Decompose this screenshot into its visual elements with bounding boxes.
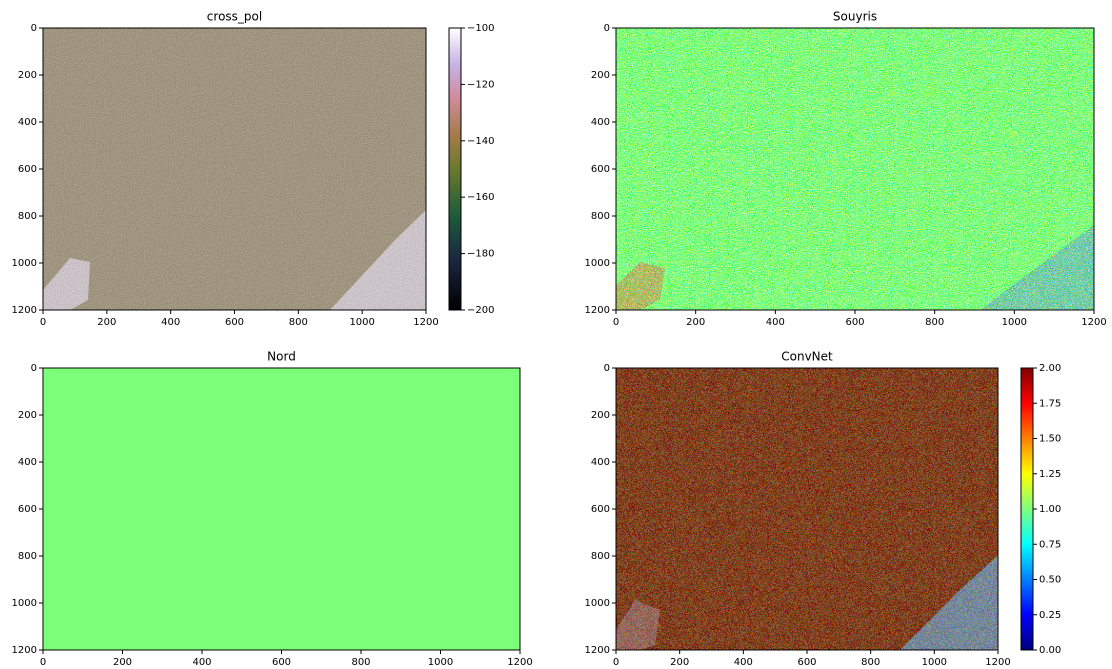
- image-texture: [43, 368, 520, 650]
- y-tick-label: 800: [18, 551, 37, 562]
- colorbar-tick-label: −120: [467, 79, 494, 90]
- y-tick-label: 200: [18, 70, 37, 81]
- y-tick-label: 1000: [585, 258, 610, 269]
- x-tick-label: 400: [161, 317, 180, 328]
- image-texture: [43, 28, 426, 310]
- subplot-title: cross_pol: [207, 10, 262, 24]
- y-tick-label: 600: [18, 504, 37, 515]
- x-tick-label: 800: [351, 657, 370, 668]
- colorbar-tick-label: −160: [467, 192, 494, 203]
- y-tick-label: 1000: [585, 598, 610, 609]
- colorbar-tick-label: 1.75: [1039, 398, 1061, 409]
- x-tick-label: 400: [192, 657, 211, 668]
- subplot-title: Souyris: [833, 10, 877, 24]
- y-tick-label: 600: [591, 164, 610, 175]
- subplot-title: ConvNet: [781, 350, 833, 364]
- y-tick-label: 0: [31, 363, 37, 374]
- colorbar-tick-label: 2.00: [1039, 363, 1061, 374]
- y-tick-label: 0: [31, 23, 37, 34]
- colorbar-tick-label: 0.75: [1039, 539, 1061, 550]
- x-tick-label: 400: [766, 317, 785, 328]
- colorbar-tick-label: 1.50: [1039, 434, 1061, 445]
- y-tick-label: 1200: [12, 645, 37, 656]
- x-tick-label: 1000: [1002, 317, 1027, 328]
- x-tick-label: 600: [225, 317, 244, 328]
- x-tick-label: 800: [289, 317, 308, 328]
- x-tick-label: 200: [670, 657, 689, 668]
- y-tick-label: 1000: [12, 598, 37, 609]
- x-tick-label: 800: [925, 317, 944, 328]
- page: cross_pol0200400600800100012000200400600…: [0, 0, 1112, 669]
- x-tick-label: 200: [686, 317, 705, 328]
- y-tick-label: 400: [18, 117, 37, 128]
- y-tick-label: 800: [18, 211, 37, 222]
- image-texture: [616, 368, 998, 650]
- y-tick-label: 600: [591, 504, 610, 515]
- y-tick-label: 0: [604, 23, 610, 34]
- y-tick-label: 1000: [12, 258, 37, 269]
- y-tick-label: 200: [591, 70, 610, 81]
- colorbar-tick-label: 0.50: [1039, 575, 1061, 586]
- figure: cross_pol0200400600800100012000200400600…: [0, 0, 1112, 669]
- y-tick-label: 400: [591, 457, 610, 468]
- y-tick-label: 1200: [585, 305, 610, 316]
- image-texture: [616, 28, 1094, 310]
- subplot-title: Nord: [267, 350, 296, 364]
- x-tick-label: 1200: [507, 657, 532, 668]
- colorbar-tick-label: 1.25: [1039, 469, 1061, 480]
- x-tick-label: 1000: [428, 657, 453, 668]
- colorbar: [449, 28, 461, 310]
- y-tick-label: 200: [591, 410, 610, 421]
- colorbar-tick-label: 0.00: [1039, 645, 1061, 656]
- colorbar-tick-label: −180: [467, 249, 494, 260]
- colorbar-tick-label: −200: [467, 305, 494, 316]
- y-tick-label: 1200: [585, 645, 610, 656]
- x-tick-label: 600: [272, 657, 291, 668]
- y-tick-label: 200: [18, 410, 37, 421]
- x-tick-label: 1000: [349, 317, 374, 328]
- y-tick-label: 1200: [12, 305, 37, 316]
- x-tick-label: 600: [797, 657, 816, 668]
- y-tick-label: 800: [591, 551, 610, 562]
- colorbar: [1021, 368, 1033, 650]
- x-tick-label: 1200: [413, 317, 438, 328]
- y-tick-label: 400: [18, 457, 37, 468]
- x-tick-label: 1200: [1081, 317, 1106, 328]
- y-tick-label: 0: [604, 363, 610, 374]
- x-tick-label: 600: [845, 317, 864, 328]
- x-tick-label: 1000: [922, 657, 947, 668]
- y-tick-label: 800: [591, 211, 610, 222]
- x-tick-label: 800: [861, 657, 880, 668]
- y-tick-label: 600: [18, 164, 37, 175]
- x-tick-label: 200: [113, 657, 132, 668]
- colorbar-tick-label: −140: [467, 136, 494, 147]
- x-tick-label: 1200: [985, 657, 1010, 668]
- x-tick-label: 0: [613, 317, 619, 328]
- x-tick-label: 200: [97, 317, 116, 328]
- colorbar-tick-label: 0.25: [1039, 610, 1061, 621]
- x-tick-label: 0: [40, 317, 46, 328]
- x-tick-label: 400: [734, 657, 753, 668]
- x-tick-label: 0: [40, 657, 46, 668]
- x-tick-label: 0: [613, 657, 619, 668]
- y-tick-label: 400: [591, 117, 610, 128]
- colorbar-tick-label: −100: [467, 23, 494, 34]
- colorbar-tick-label: 1.00: [1039, 504, 1061, 515]
